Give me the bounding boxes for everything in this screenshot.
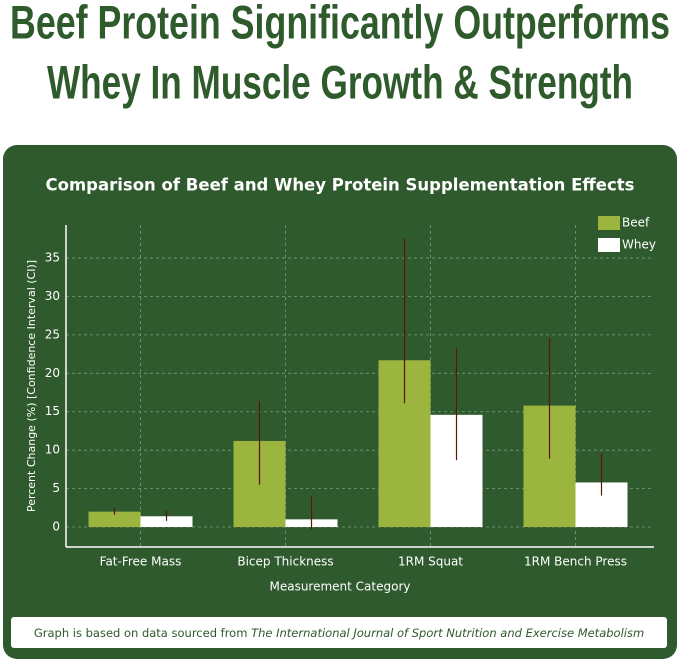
footer-text: Graph is based on data sourced from	[34, 626, 251, 640]
footer-box	[11, 617, 667, 648]
legend-swatch	[598, 216, 620, 230]
y-tick-label: 10	[45, 443, 60, 457]
headline: Beef Protein Significantly Outperforms	[10, 0, 670, 48]
x-axis-label: Measurement Category	[269, 580, 410, 594]
y-tick-label: 5	[52, 481, 60, 495]
legend-label: Whey	[622, 238, 656, 252]
footer: Graph is based on data sourced from The …	[34, 626, 644, 640]
y-axis-label: Percent Change (%) [Confidence Interval …	[25, 260, 38, 512]
footer-source: The International Journal of Sport Nutri…	[251, 626, 644, 640]
x-tick-label: Fat-Free Mass	[100, 555, 182, 569]
bar	[140, 516, 193, 528]
headline: Whey In Muscle Growth & Strength	[47, 55, 633, 108]
chart-panel	[3, 145, 677, 659]
plot: 0 5 10 15 20 25 30 35 Fat-Free Mass Bicep Thickne…	[45, 216, 656, 569]
y-tick-label: 30	[45, 289, 60, 303]
chart-title: Comparison of Beef and Whey Protein Supp…	[46, 176, 635, 195]
y-tick-label: 25	[45, 327, 60, 341]
y-tick-label: 35	[45, 251, 60, 265]
y-tick-label: 20	[45, 366, 60, 380]
bar	[88, 511, 141, 528]
y-tick-label: 15	[45, 404, 60, 418]
x-tick-label: Bicep Thickness	[237, 555, 333, 569]
x-tick-label: 1RM Squat	[398, 555, 463, 569]
x-tick-label: 1RM Bench Press	[524, 555, 627, 569]
y-tick-label: 0	[52, 520, 60, 534]
legend-label: Beef	[622, 216, 650, 230]
legend-swatch	[598, 238, 620, 252]
